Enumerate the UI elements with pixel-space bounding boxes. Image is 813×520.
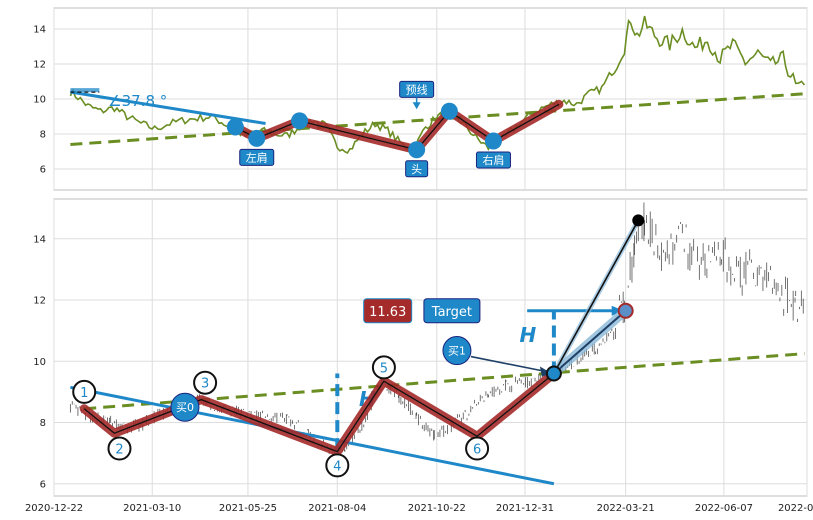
projection-line xyxy=(553,310,627,375)
target-box xyxy=(423,298,481,324)
pattern-marker xyxy=(291,112,309,130)
annotation-label: 左肩 xyxy=(246,150,268,164)
y-tick-label: 6 xyxy=(40,479,46,490)
x-tick-label: 2021-10-22 xyxy=(408,503,466,514)
y-tick-label: 12 xyxy=(33,60,46,71)
y-tick-label: 12 xyxy=(33,296,46,307)
y-tick-label: 10 xyxy=(33,95,46,106)
target-point xyxy=(617,302,634,319)
x-tick-label: 2021-05-25 xyxy=(219,503,277,514)
y-tick-label: 10 xyxy=(33,357,46,368)
x-tick-label: 2022-08-12 xyxy=(778,503,813,514)
pivot-marker xyxy=(371,355,396,380)
x-tick-label: 2021-12-31 xyxy=(496,503,554,514)
pivot-label: 1 xyxy=(80,386,88,401)
buy-marker xyxy=(442,336,472,366)
buy-label: 买0 xyxy=(176,401,194,414)
x-tick-label: 2022-03-21 xyxy=(597,503,655,514)
projection-end xyxy=(632,214,645,227)
annotation-box xyxy=(475,151,511,169)
y-tick-label: 6 xyxy=(40,165,46,176)
angle-label: ∠37.8 ° xyxy=(108,92,167,110)
pivot-marker xyxy=(107,436,132,461)
buy-label: 买1 xyxy=(448,345,466,358)
top-panel: 6 8 10 12 14 ∠37.8 ° 左肩头 右肩 预线 xyxy=(33,7,808,191)
annotation-box xyxy=(239,148,275,166)
x-tick-label: 2020-12-22 xyxy=(25,503,83,514)
annotation-label: 预线 xyxy=(406,82,428,96)
y-tick-label: 8 xyxy=(40,130,46,141)
pattern-marker xyxy=(484,132,502,150)
pattern-line xyxy=(83,372,555,453)
pattern-marker xyxy=(408,141,426,159)
price-box xyxy=(363,298,413,324)
pivot-marker xyxy=(72,379,97,404)
pivot-label: 6 xyxy=(473,443,481,458)
price-box-label: 11.63 xyxy=(369,305,406,320)
target-box-label: Target xyxy=(431,305,472,320)
pivot-label: 5 xyxy=(380,361,388,376)
annotation-label: 头 xyxy=(411,163,422,176)
plot-area xyxy=(53,198,808,497)
annotation-box xyxy=(405,160,429,178)
x-tick-label: 2022-06-07 xyxy=(695,503,753,514)
pivot-marker xyxy=(193,370,218,395)
pivot-label: 3 xyxy=(201,377,209,392)
pivot-marker xyxy=(325,453,350,478)
trendline xyxy=(70,385,555,486)
height-label: H xyxy=(520,323,537,347)
buy-arrow xyxy=(470,355,547,373)
pivot-label: 2 xyxy=(115,443,123,458)
trendline xyxy=(70,90,266,125)
pattern-marker xyxy=(226,118,244,136)
pivot-marker xyxy=(465,436,490,461)
y-tick-label: 8 xyxy=(40,418,46,429)
x-tick-label: 2021-03-10 xyxy=(123,503,181,514)
pattern-marker xyxy=(440,102,458,120)
x-tick-label: 2021-08-04 xyxy=(308,503,366,514)
annotation-label: 右肩 xyxy=(482,153,504,167)
y-tick-label: 14 xyxy=(33,25,46,36)
y-tick-label: 14 xyxy=(33,234,46,245)
buy-marker xyxy=(170,392,200,422)
pattern-marker xyxy=(248,129,266,147)
pivot-label: 4 xyxy=(333,459,341,474)
annotation-arrowhead xyxy=(412,102,421,110)
buy-point xyxy=(545,365,562,382)
projection-line xyxy=(553,220,639,374)
